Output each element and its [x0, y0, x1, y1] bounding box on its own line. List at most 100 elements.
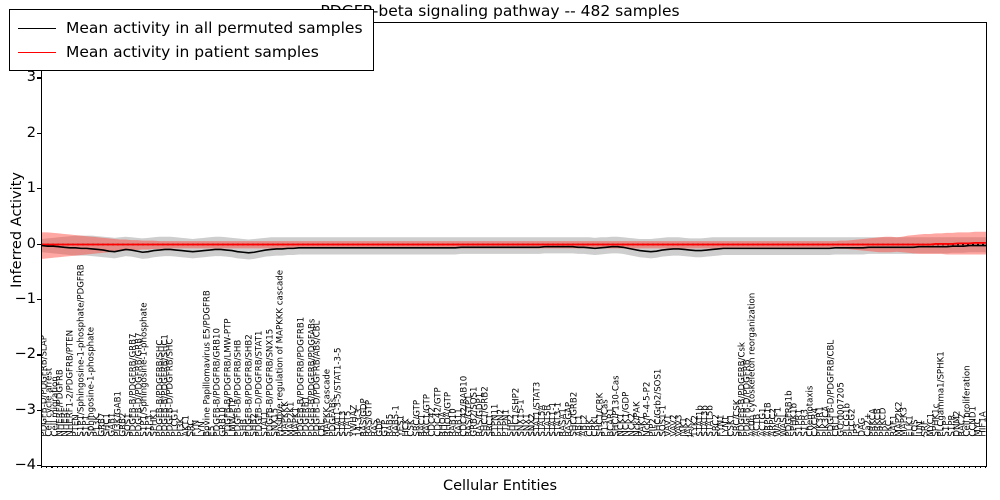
x-tick-mark [271, 467, 273, 468]
x-tick-mark [811, 467, 814, 468]
x-tick-mark [318, 467, 321, 468]
x-tick-mark [654, 467, 656, 468]
x-tick-mark [985, 467, 987, 468]
x-tick-mark [355, 467, 357, 468]
x-tick-mark [743, 467, 745, 468]
x-tick-mark [707, 467, 709, 468]
x-tick-mark [434, 467, 436, 468]
x-tick-mark [560, 467, 562, 468]
legend: Mean activity in all permuted samples Me… [9, 9, 374, 71]
x-tick-mark [544, 467, 546, 468]
x-tick-mark [67, 467, 69, 468]
x-tick-mark [612, 467, 614, 468]
x-tick-mark [41, 467, 43, 468]
x-tick-mark [114, 467, 116, 468]
x-tick-mark [193, 467, 195, 468]
x-tick-mark [266, 467, 268, 468]
x-tick-mark [350, 467, 352, 468]
x-tick-mark [418, 467, 420, 468]
x-tick-mark [733, 467, 735, 468]
x-tick-mark [492, 467, 494, 468]
x-tick-mark [235, 467, 237, 468]
x-tick-mark [376, 467, 378, 468]
y-tick-label: −3 [14, 401, 36, 418]
legend-line-red [18, 51, 56, 53]
x-tick-mark [135, 467, 137, 468]
x-tick-mark [429, 467, 431, 468]
x-tick-mark [649, 467, 651, 468]
legend-label-patient: Mean activity in patient samples [66, 43, 319, 61]
x-tick-mark [334, 467, 336, 468]
x-tick-mark [119, 467, 121, 468]
x-tick-mark [869, 467, 871, 468]
x-tick-mark [607, 467, 609, 468]
x-tick-mark [838, 467, 840, 468]
x-tick-mark [423, 467, 425, 468]
x-tick-mark [198, 467, 200, 468]
x-tick-mark [61, 467, 64, 468]
x-tick-mark [796, 467, 798, 468]
x-tick-mark [402, 467, 404, 468]
x-tick-mark [308, 467, 310, 468]
x-tick-mark [219, 467, 221, 468]
x-tick-mark [937, 467, 939, 468]
x-tick-mark [130, 467, 132, 468]
x-tick-mark [596, 467, 598, 468]
x-tick-mark [88, 467, 90, 468]
y-tick-mark [37, 298, 41, 301]
x-tick-mark [974, 467, 976, 468]
x-tick-mark [481, 467, 483, 468]
x-tick-mark [450, 467, 452, 468]
x-tick-mark [339, 467, 342, 468]
x-tick-mark [958, 467, 960, 468]
legend-line-black [18, 27, 56, 29]
x-tick-mark [848, 467, 850, 468]
patient-mean-line [42, 243, 986, 245]
x-tick-mark [785, 467, 787, 468]
x-tick-mark [948, 467, 950, 468]
x-tick-mark [806, 467, 808, 468]
x-tick-mark [387, 467, 389, 468]
x-tick-mark [471, 467, 473, 468]
x-tick-mark [728, 467, 730, 468]
y-tick-mark [37, 77, 41, 79]
x-tick-mark [56, 467, 58, 468]
x-tick-mark [224, 467, 226, 468]
x-tick-mark [675, 467, 677, 468]
x-tick-mark [145, 467, 147, 468]
x-tick-mark [680, 467, 682, 468]
y-tick-mark [37, 409, 41, 411]
y-tick-mark [37, 188, 41, 190]
x-tick-mark [617, 467, 619, 468]
x-tick-mark [109, 467, 111, 468]
x-tick-mark [523, 467, 525, 468]
x-tick-mark [890, 467, 892, 468]
x-tick-mark [392, 467, 394, 468]
y-tick-label: −1 [14, 290, 36, 307]
x-tick-mark [292, 467, 294, 468]
y-tick-mark [37, 354, 41, 356]
x-tick-mark [297, 467, 300, 468]
x-tick-mark [439, 467, 441, 468]
x-tick-mark [250, 467, 252, 468]
x-tick-mark [282, 467, 284, 468]
x-tick-mark [712, 467, 714, 468]
x-tick-mark [979, 467, 981, 468]
x-tick-mark [444, 467, 446, 468]
x-tick-mark [602, 467, 604, 468]
x-tick-mark [507, 467, 509, 468]
x-tick-mark [633, 467, 635, 468]
plot-svg [42, 231, 986, 260]
x-tick-mark [638, 467, 640, 468]
x-tick-mark [832, 467, 834, 468]
x-tick-mark [969, 467, 971, 468]
x-tick-mark [408, 467, 410, 468]
x-tick-mark [476, 467, 478, 468]
x-tick-mark [822, 467, 824, 468]
x-tick-mark [911, 467, 913, 468]
x-tick-mark [691, 467, 693, 468]
x-tick-mark [644, 467, 646, 468]
x-tick-mark [397, 467, 399, 468]
x-tick-mark [103, 467, 106, 468]
